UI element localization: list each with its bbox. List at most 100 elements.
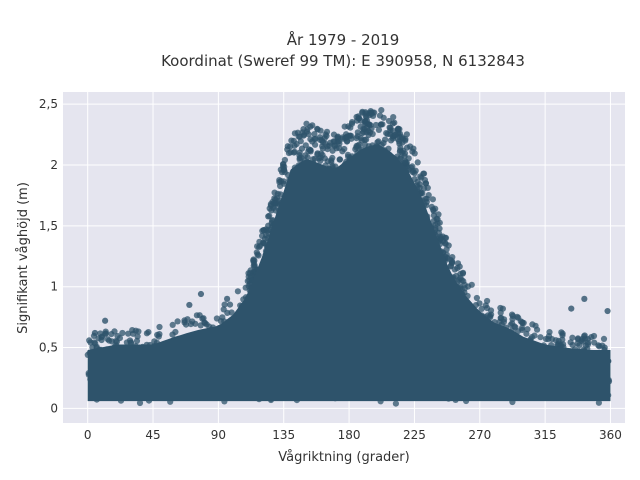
x-tick-label: 45 xyxy=(145,428,160,442)
data-point-outlier xyxy=(102,317,109,324)
x-tick-label: 270 xyxy=(468,428,491,442)
data-point xyxy=(403,131,410,138)
data-point xyxy=(497,304,504,312)
data-point xyxy=(143,330,150,337)
data-point xyxy=(280,166,287,173)
data-point xyxy=(422,180,429,187)
data-point xyxy=(181,319,188,326)
data-point xyxy=(447,256,454,263)
x-axis-ticks: 0 45 90 135 180 225 270 315 360 xyxy=(84,428,622,442)
data-point xyxy=(349,119,356,126)
data-point xyxy=(250,256,257,263)
data-point xyxy=(255,252,262,259)
data-point xyxy=(367,108,374,115)
data-point xyxy=(123,339,130,346)
data-point xyxy=(112,338,119,345)
data-point xyxy=(396,148,403,155)
data-point xyxy=(327,139,334,146)
y-tick-label: 1 xyxy=(50,280,58,294)
data-point xyxy=(515,314,522,321)
data-point xyxy=(486,313,493,320)
data-point xyxy=(396,140,403,147)
data-point xyxy=(314,126,321,133)
data-point xyxy=(341,145,348,153)
data-point xyxy=(130,330,137,337)
data-point xyxy=(501,316,508,323)
data-point xyxy=(309,122,316,129)
data-point xyxy=(531,332,538,339)
data-point xyxy=(317,136,324,143)
data-point xyxy=(476,300,483,307)
data-point xyxy=(409,148,416,155)
data-point xyxy=(484,297,491,305)
data-point xyxy=(169,321,176,328)
data-point xyxy=(302,142,309,149)
data-point xyxy=(276,177,283,184)
data-point xyxy=(300,126,307,133)
data-point xyxy=(390,114,397,121)
data-point xyxy=(442,234,450,241)
data-point xyxy=(529,321,536,328)
data-point xyxy=(569,334,576,341)
x-tick-label: 225 xyxy=(403,428,426,442)
data-point xyxy=(317,150,324,157)
y-tick-label: 0,5 xyxy=(39,341,58,355)
y-axis-label: Signifikant våghöjd (m) xyxy=(16,182,31,334)
data-point xyxy=(277,182,284,190)
data-point xyxy=(425,192,432,199)
data-point xyxy=(281,156,288,164)
data-point xyxy=(114,332,121,340)
data-point xyxy=(189,318,196,325)
data-point xyxy=(433,215,440,222)
data-point xyxy=(369,130,376,138)
data-point xyxy=(473,294,480,302)
data-point xyxy=(193,312,200,319)
data-point xyxy=(329,162,336,170)
data-point xyxy=(322,131,329,138)
data-point xyxy=(392,131,399,138)
x-tick-label: 135 xyxy=(272,428,295,442)
data-point-outlier xyxy=(186,301,193,309)
data-point xyxy=(370,112,377,119)
data-point xyxy=(329,147,336,154)
data-point xyxy=(228,309,235,316)
data-point xyxy=(307,147,314,154)
data-point xyxy=(203,321,210,328)
data-point-outlier xyxy=(581,295,588,302)
data-point xyxy=(344,137,351,144)
data-point xyxy=(334,133,342,140)
data-point xyxy=(156,323,163,331)
data-point xyxy=(234,288,241,295)
data-point xyxy=(357,135,364,142)
x-tick-label: 90 xyxy=(211,428,226,442)
data-point xyxy=(404,144,411,151)
data-point xyxy=(98,336,105,344)
data-point xyxy=(372,121,380,129)
data-point xyxy=(590,332,598,340)
data-point xyxy=(226,301,234,308)
data-point xyxy=(106,337,113,344)
x-tick-label: 315 xyxy=(534,428,557,442)
data-point xyxy=(312,141,319,148)
y-tick-label: 2 xyxy=(50,158,58,172)
data-point xyxy=(260,227,268,234)
x-axis-label: Vågriktning (grader) xyxy=(278,450,409,465)
data-point xyxy=(347,124,354,131)
data-point xyxy=(402,159,409,166)
data-point xyxy=(298,154,305,161)
data-point xyxy=(497,309,504,316)
data-point xyxy=(437,235,444,242)
data-point xyxy=(356,141,363,148)
x-tick-label: 180 xyxy=(338,428,361,442)
data-point xyxy=(459,269,467,276)
data-point-outlier xyxy=(604,307,611,315)
data-point xyxy=(378,121,385,128)
data-point xyxy=(559,330,566,337)
data-point xyxy=(523,330,530,337)
data-point xyxy=(512,324,519,331)
data-point xyxy=(336,145,343,152)
data-point xyxy=(270,204,277,211)
data-point xyxy=(458,277,465,284)
data-point xyxy=(336,156,343,163)
